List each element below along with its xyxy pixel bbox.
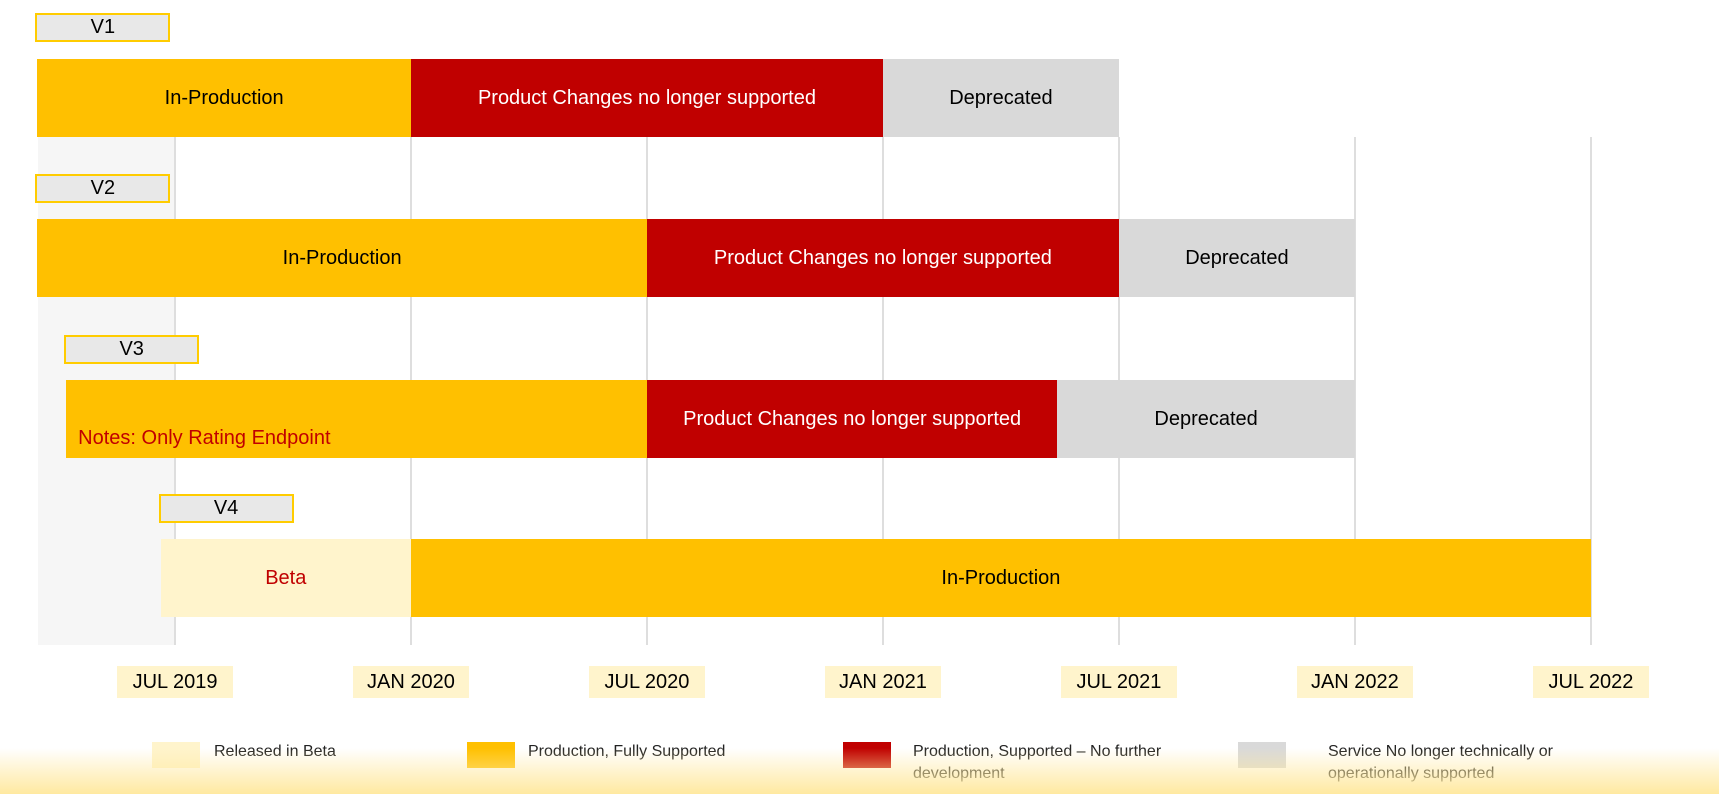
- version-label: V4: [158, 494, 294, 523]
- bottom-gradient: [0, 748, 1719, 794]
- bar-segment-production: Notes: Only Rating Endpoint: [66, 380, 647, 458]
- bar-segment-production: In-Production: [37, 59, 411, 137]
- bar-segment-production: In-Production: [410, 539, 1591, 617]
- x-tick-label: JAN 2021: [824, 666, 941, 698]
- gridline: [1353, 137, 1356, 645]
- bar-segment-no-dev: Product Changes no longer supported: [646, 219, 1119, 297]
- version-label: V3: [64, 335, 200, 364]
- x-tick-label: JUL 2020: [588, 666, 705, 698]
- bar-segment-no-dev: Product Changes no longer supported: [646, 380, 1058, 458]
- x-tick-label: JUL 2019: [117, 666, 233, 698]
- bar-segment-no-dev: Product Changes no longer supported: [410, 59, 883, 137]
- bar-segment-deprecated: Deprecated: [1057, 380, 1355, 458]
- x-tick-label: JUL 2022: [1532, 666, 1649, 698]
- bar-segment-deprecated: Deprecated: [1118, 219, 1355, 297]
- bar-segment-production: In-Production: [37, 219, 647, 297]
- x-tick-label: JAN 2022: [1296, 666, 1413, 698]
- bar-segment-beta: Beta: [160, 539, 411, 617]
- version-label: V1: [35, 13, 171, 42]
- x-tick-label: JUL 2021: [1060, 666, 1177, 698]
- x-tick-label: JAN 2020: [352, 666, 469, 698]
- bar-segment-deprecated: Deprecated: [882, 59, 1119, 137]
- gridline: [1589, 137, 1592, 645]
- version-label: V2: [35, 174, 171, 203]
- row-note: Notes: Only Rating Endpoint: [78, 427, 331, 449]
